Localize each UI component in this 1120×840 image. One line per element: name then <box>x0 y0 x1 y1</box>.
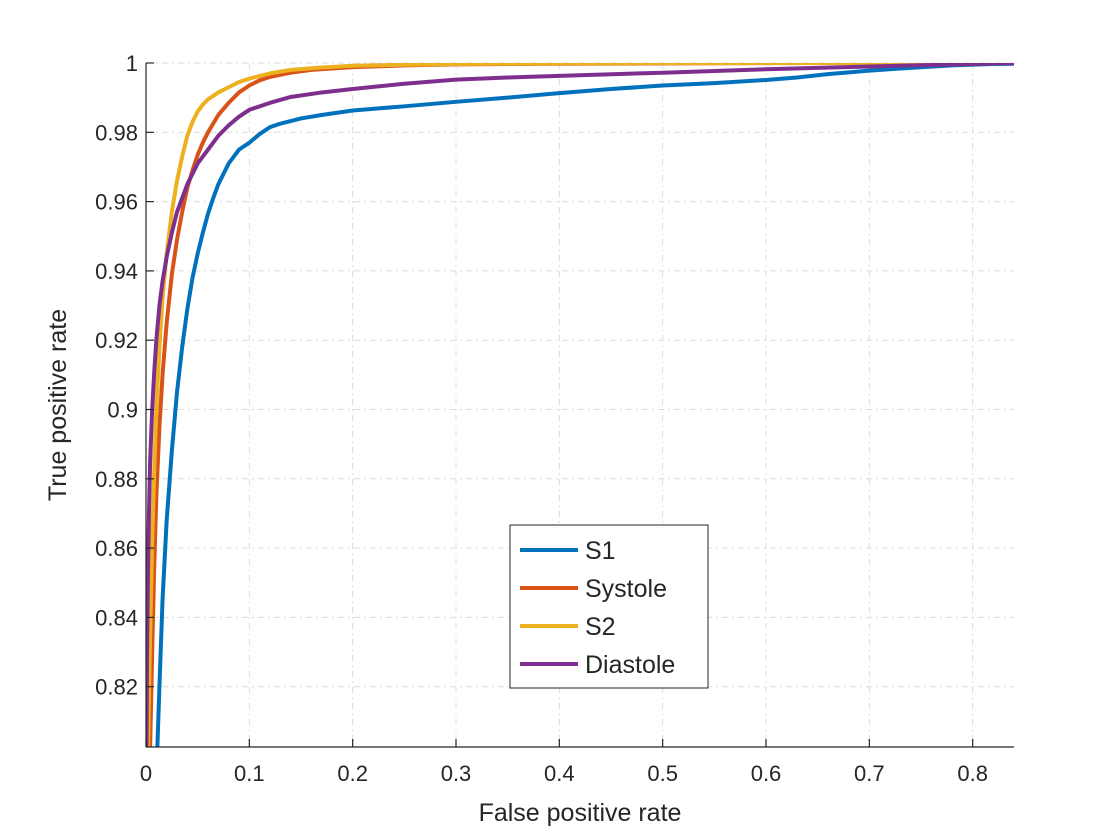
x-tick-label: 0 <box>140 761 152 786</box>
y-tick-label: 0.92 <box>95 328 138 353</box>
series-line-s1 <box>155 63 1014 747</box>
y-axis-ticks: 0.82 0.84 0.86 0.88 0.9 0.92 0.94 0.96 0.98 1 <box>95 51 154 700</box>
series-line-s2 <box>146 63 1014 747</box>
x-tick-label: 0.2 <box>337 761 368 786</box>
legend-label-diastole: Diastole <box>585 651 675 679</box>
y-tick-label: 0.82 <box>95 675 138 700</box>
x-axis-label: False positive rate <box>479 799 682 827</box>
y-tick-label: 0.84 <box>95 605 138 630</box>
x-tick-label: 0.8 <box>957 761 988 786</box>
y-tick-label: 0.88 <box>95 467 138 492</box>
y-tick-label: 0.86 <box>95 536 138 561</box>
x-tick-label: 0.5 <box>647 761 678 786</box>
legend: S1 Systole S2 Diastole <box>509 524 709 689</box>
x-tick-label: 0.1 <box>234 761 265 786</box>
x-tick-label: 0.4 <box>544 761 575 786</box>
x-tick-label: 0.7 <box>854 761 885 786</box>
y-tick-label: 0.94 <box>95 259 138 284</box>
x-tick-label: 0.3 <box>441 761 472 786</box>
x-tick-label: 0.6 <box>751 761 782 786</box>
y-tick-label: 0.98 <box>95 120 138 145</box>
legend-box <box>509 524 709 689</box>
x-axis-ticks: 0 0.1 0.2 0.3 0.4 0.5 0.6 0.7 0.8 <box>140 739 988 786</box>
y-axis-label: True positive rate <box>44 309 72 501</box>
series-line-diastole <box>146 63 1014 747</box>
series-group <box>146 63 1014 747</box>
y-tick-label: 1 <box>126 51 138 76</box>
legend-label-systole: Systole <box>585 575 667 603</box>
y-tick-label: 0.96 <box>95 190 138 215</box>
legend-label-s1: S1 <box>585 537 616 565</box>
legend-label-s2: S2 <box>585 613 616 641</box>
y-tick-label: 0.9 <box>107 398 138 423</box>
